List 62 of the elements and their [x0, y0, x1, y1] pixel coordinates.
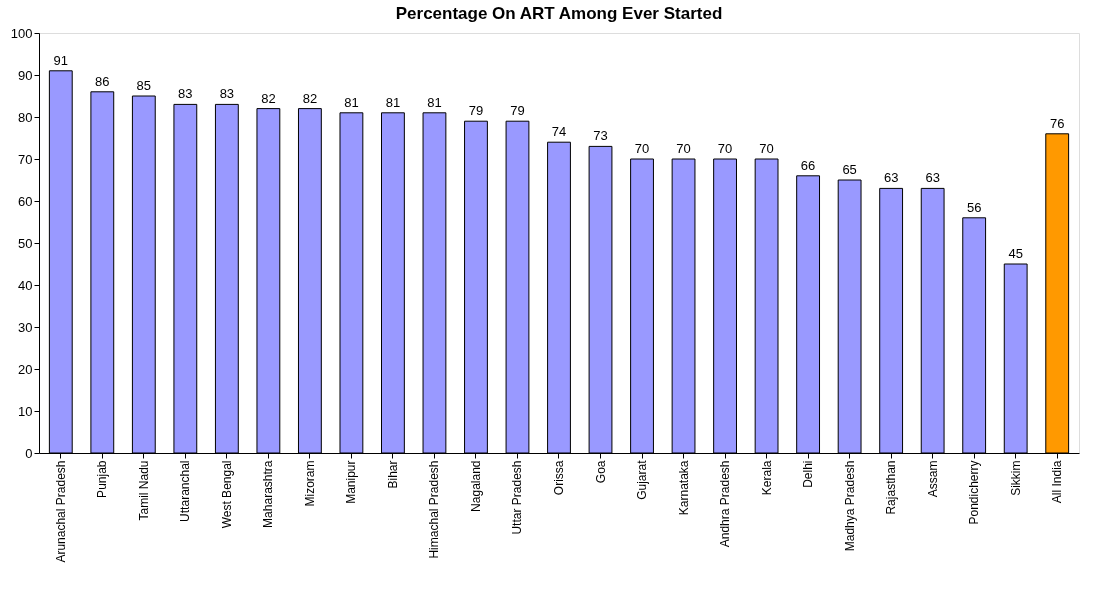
y-tick-label: 30 — [18, 319, 33, 335]
x-tick-label: Bihar — [385, 460, 400, 489]
y-tick-label: 70 — [18, 151, 33, 167]
x-tick-label: Gujarat — [635, 459, 650, 500]
data-label: 82 — [302, 90, 318, 106]
data-label: 79 — [510, 103, 525, 119]
data-label: 85 — [136, 78, 152, 93]
x-tick-label: Nagaland — [468, 460, 483, 512]
x-tick-label: Pondicherry — [967, 460, 982, 525]
x-tick-label: Orissa — [552, 460, 566, 496]
x-tick-label: Arunachal Pradesh — [53, 460, 68, 563]
data-label: 79 — [468, 103, 484, 119]
x-tick-label: Rajasthan — [884, 460, 899, 515]
data-label: 45 — [1008, 246, 1023, 261]
y-tick-label: 60 — [18, 193, 33, 209]
x-tick-label: Tamil Nadu — [136, 460, 151, 521]
data-label: 70 — [759, 141, 774, 156]
x-tick-label: Karnataka — [676, 460, 691, 516]
data-label: 91 — [53, 52, 69, 68]
data-label: 73 — [593, 128, 608, 144]
data-label: 70 — [634, 141, 650, 156]
x-tick-label: Maharashtra — [261, 460, 276, 528]
chart-title: Percentage On ART Among Ever Started — [395, 4, 723, 23]
data-label: 74 — [551, 124, 567, 140]
data-label: 70 — [717, 141, 733, 156]
y-tick-label: 20 — [18, 361, 33, 377]
x-tick-label: Assam — [925, 460, 940, 498]
y-tick-label: 50 — [18, 235, 33, 251]
x-tick-label: Mizoram — [302, 460, 317, 507]
data-label: 56 — [966, 199, 982, 215]
x-tick-label: Delhi — [801, 460, 816, 488]
x-tick-label: West Bengal — [219, 460, 234, 529]
x-tick-label: All India — [1050, 460, 1065, 504]
y-tick-label: 10 — [18, 403, 33, 419]
data-label: 83 — [178, 86, 193, 102]
data-label: 83 — [219, 86, 235, 102]
x-tick-label: Kerala — [759, 460, 774, 496]
data-label: 86 — [95, 73, 110, 89]
x-tick-label: Uttaranchal — [178, 460, 193, 522]
x-tick-label: Himachal Pradesh — [427, 460, 442, 559]
x-tick-label: Andhra Pradesh — [718, 460, 733, 548]
y-tick-label: 90 — [18, 67, 33, 83]
data-label: 81 — [385, 94, 401, 110]
data-label: 81 — [344, 94, 359, 110]
y-tick-label: 0 — [25, 445, 33, 461]
data-label: 66 — [800, 157, 816, 173]
x-tick-label: Sikkim — [1008, 460, 1023, 496]
data-label: 63 — [925, 170, 940, 186]
y-tick-label: 100 — [10, 25, 33, 41]
y-tick-label: 80 — [18, 109, 33, 125]
x-tick-label: Punjab — [95, 460, 110, 498]
data-label: 81 — [427, 94, 442, 110]
data-label: 65 — [842, 162, 857, 177]
x-tick-label: Madhya Pradesh — [842, 460, 857, 552]
data-label: 70 — [676, 141, 691, 156]
x-tick-label: Manipur — [344, 460, 359, 504]
y-tick-label: 40 — [18, 277, 33, 293]
x-tick-label: Uttar Pradesh — [510, 460, 525, 535]
data-label: 82 — [261, 90, 276, 106]
data-label: 76 — [1049, 115, 1065, 131]
x-tick-label: Goa — [593, 460, 608, 484]
data-label: 63 — [883, 170, 899, 186]
